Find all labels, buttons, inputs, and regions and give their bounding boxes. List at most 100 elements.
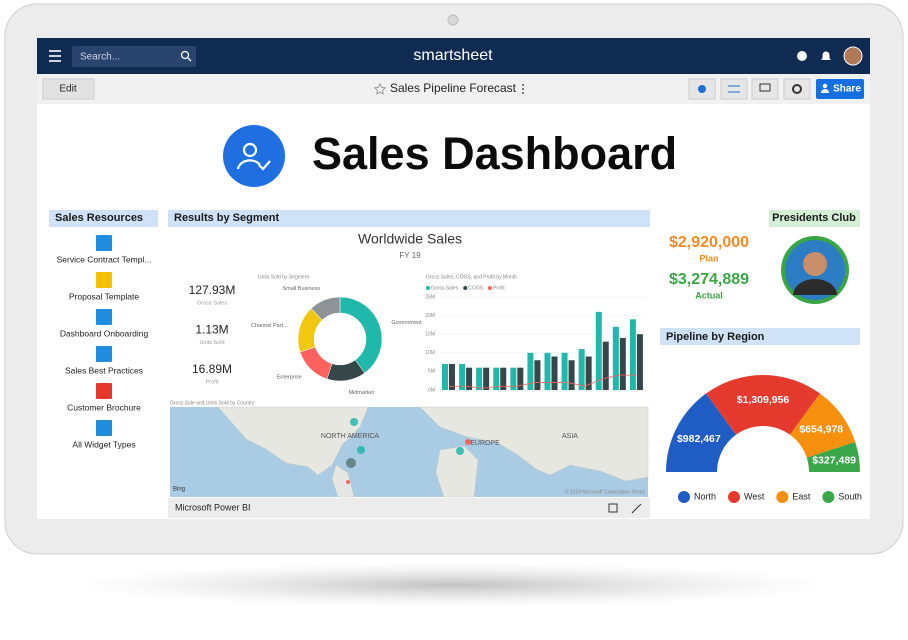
bar [578,349,585,390]
slice-label: Midmarker [348,390,374,396]
resource-link[interactable]: Proposal Template [69,291,140,301]
settings-button[interactable] [720,78,748,100]
search-icon [180,50,192,62]
legend-label: Gross Sales [431,285,459,291]
y-tick-label: 0M [428,387,435,393]
dashboard-title: Sales Dashboard [312,128,677,179]
share-icon [821,83,829,93]
bar [551,356,558,390]
brand: smartsheet [413,47,493,64]
bar [534,360,541,390]
y-tick-label: 15M [425,332,435,338]
map-region-label: NORTH AMERICA [321,433,380,440]
resource-link[interactable]: Customer Brochure [67,402,141,412]
legend-label: COGS [468,285,483,291]
map-region-label: EUROPE [470,440,500,447]
title-icon-glyph [236,142,271,171]
club-header [769,210,860,227]
bar [483,367,490,390]
powerbi-label: Microsoft Power BI [175,502,251,512]
plan-value: $2,920,000 [669,234,749,251]
edit-button[interactable] [42,78,95,100]
club-title: Presidents Club [772,212,856,224]
resources-title: Sales Resources [55,212,143,224]
user-avatar[interactable] [843,46,863,66]
resource-link[interactable]: Dashboard Onboarding [60,328,149,338]
bar [510,367,517,390]
bar [619,337,626,390]
map-provider: Bing [173,487,185,493]
resource-icon[interactable] [96,235,112,251]
pipeline-value-label: $327,489 [812,455,856,467]
resource-link[interactable]: Sales Best Practices [65,365,143,375]
share-label: Share [833,84,861,95]
y-tick-label: 5M [428,369,435,375]
segment-header [168,210,650,227]
bar [442,363,448,390]
pipeline-slice [666,393,736,472]
actual-value: $3,274,889 [669,271,749,288]
pipeline-value-label: $654,978 [799,423,843,435]
more-icon[interactable] [522,84,524,94]
pipeline-value-label: $982,467 [677,433,721,445]
y-tick-label: 25M [425,294,435,300]
report-subtitle: FY 19 [399,251,421,260]
toolbar-buttons [688,78,811,100]
sheet-title: Sales Pipeline Forecast [390,81,517,95]
bar [493,367,500,390]
bell-icon[interactable] [821,51,831,60]
legend-marker [776,491,789,503]
map-land [217,406,649,498]
slice-label: Government [391,320,422,326]
resource-icon[interactable] [96,420,112,436]
menu-icon[interactable] [49,50,61,62]
plan-label: Plan [699,253,718,263]
kpi-value: 127.93M [189,283,236,297]
camera [447,14,459,26]
legend-label: East [792,491,811,501]
map-markers [346,418,471,484]
kpi-value: 16.89M [192,362,232,376]
present-button[interactable] [751,78,779,100]
search-box[interactable] [72,46,196,67]
footer-icons[interactable] [608,503,642,514]
resource-link[interactable]: All Widget Types [72,439,135,449]
resource-icon[interactable] [96,383,112,399]
map-region-label: ASIA [562,433,578,440]
bar [459,363,466,390]
favorite-star[interactable] [373,82,387,95]
segment-title: Results by Segment [174,212,279,224]
kpi-label: Gross Sales [197,300,227,306]
pipeline-slice [806,442,860,472]
bar [449,363,455,390]
legend-marker [678,491,690,503]
bar [612,326,619,390]
slice-label: Small Business [283,286,321,292]
legend-marker [463,286,468,290]
bar [466,367,473,390]
resource-icon[interactable] [96,346,112,362]
device-shadow [73,563,833,607]
share-button[interactable] [816,79,864,99]
bar [544,352,551,390]
legend-marker [728,491,741,503]
help-icon[interactable] [797,51,807,61]
bar [517,367,524,390]
search-placeholder: Search... [80,52,120,63]
map-title: Gross Sale and Units Sold by Country [170,400,255,406]
gear-button[interactable] [783,78,811,100]
slice-label: Channel Part... [251,323,288,329]
resource-icon[interactable] [96,272,112,288]
pipeline-header [660,328,860,345]
club-photo-face [803,252,827,276]
line [448,374,637,389]
chart-title: Units Sold by Segment [258,274,309,280]
y-tick-label: 10M [425,350,435,356]
pipeline-value-label: $1,309,956 [737,394,790,406]
chart-title: Gross Sales, COGS, and Profit by Month [426,274,517,280]
resource-icon[interactable] [96,309,112,325]
pipeline-slice [790,393,856,458]
legend-label: South [838,491,862,501]
kpi-value: 1.13M [195,323,228,337]
resource-link[interactable]: Service Contract Templ... [57,254,152,264]
